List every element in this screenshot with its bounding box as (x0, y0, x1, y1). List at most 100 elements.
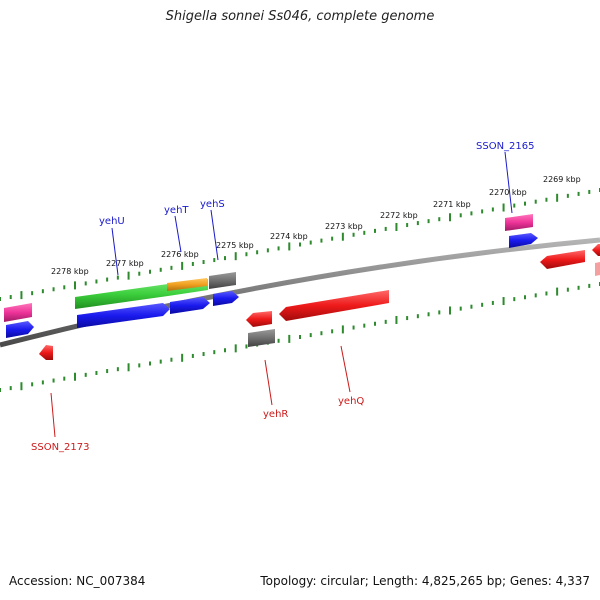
scale-top-major-tick (181, 261, 184, 270)
scale-top-major-tick (556, 193, 559, 202)
scale-label-2276: 2276 kbp (161, 250, 199, 259)
scale-bottom-minor-tick (84, 372, 87, 377)
feature-gray[interactable] (248, 329, 275, 347)
scale-top-minor-tick (406, 223, 409, 228)
scale-bottom-minor-tick (277, 338, 280, 343)
scale-top-minor-tick (95, 279, 98, 284)
scale-top-minor-tick (524, 201, 526, 206)
scale-top-minor-tick (416, 221, 419, 226)
scale-bottom-minor-tick (352, 325, 355, 330)
scale-top-minor-tick (577, 191, 580, 196)
scale-top-minor-tick (245, 252, 248, 257)
scale-bottom-major-tick (181, 353, 184, 362)
scale-top-minor-tick (491, 207, 494, 212)
scale-bottom-major-tick (341, 325, 344, 334)
feature-red[interactable] (246, 311, 272, 327)
scale-top-minor-tick (566, 193, 569, 198)
scale-top-minor-tick (545, 197, 548, 202)
scale-track-top (0, 188, 600, 301)
scale-top-minor-tick (481, 209, 484, 214)
gene-label-SSON_2173[interactable]: SSON_2173 (31, 442, 90, 453)
scale-top-minor-tick (0, 297, 1, 301)
scale-label-2272: 2272 kbp (380, 211, 418, 220)
feature-pink[interactable] (4, 303, 32, 322)
scale-top-minor-tick (159, 267, 162, 272)
scale-bottom-minor-tick (491, 300, 494, 305)
scale-top-minor-tick (363, 230, 366, 235)
scale-bottom-minor-tick (224, 348, 226, 353)
gene-label-yehT[interactable]: yehT (164, 205, 189, 216)
scale-top-major-tick (502, 203, 505, 212)
scale-bottom-minor-tick (384, 319, 387, 324)
scale-bottom-minor-tick (191, 353, 194, 358)
scale-top-minor-tick (31, 291, 34, 296)
feature-red-faded[interactable] (595, 262, 600, 276)
scale-bottom-minor-tick (31, 382, 34, 387)
genome-summary: Topology: circular; Length: 4,825,265 bp… (260, 574, 590, 588)
feature-red[interactable] (279, 290, 389, 321)
scale-top-major-tick (74, 281, 76, 290)
scale-bottom-minor-tick (524, 295, 526, 300)
feature-gray[interactable] (209, 272, 236, 289)
feature-blue[interactable] (170, 297, 210, 314)
gene-label-yehS[interactable]: yehS (200, 199, 225, 210)
scale-bottom-minor-tick (577, 285, 580, 290)
scale-top-minor-tick (459, 213, 462, 218)
scale-label-2274: 2274 kbp (270, 232, 308, 241)
accession-text: Accession: NC_007384 (9, 574, 146, 588)
scale-bottom-minor-tick (52, 378, 55, 383)
scale-top-minor-tick (427, 219, 430, 224)
scale-bottom-major-tick (127, 363, 130, 372)
scale-top-minor-tick (299, 242, 301, 247)
scale-top-minor-tick (277, 246, 280, 251)
scale-bottom-minor-tick (427, 312, 430, 317)
scale-top-major-tick (288, 242, 291, 251)
scale-top-minor-tick (266, 248, 269, 253)
scale-top-minor-tick (138, 271, 141, 276)
scale-bottom-minor-tick (588, 283, 591, 288)
scale-top-minor-tick (384, 226, 387, 231)
feature-red[interactable] (540, 250, 585, 269)
gene-label-yehU[interactable]: yehU (99, 216, 125, 227)
scale-bottom-minor-tick (95, 370, 98, 375)
gene-label-yehQ[interactable]: yehQ (338, 396, 364, 407)
feature-red[interactable] (592, 244, 600, 256)
scale-bottom-minor-tick (149, 361, 151, 366)
genome-backbone (0, 237, 600, 348)
scale-top-minor-tick (331, 236, 334, 241)
scale-bottom-minor-tick (545, 291, 548, 296)
scale-label-2270: 2270 kbp (489, 188, 527, 197)
scale-bottom-minor-tick (159, 359, 162, 364)
scale-label-2271: 2271 kbp (433, 200, 471, 209)
scale-top-minor-tick (438, 217, 441, 222)
scale-bottom-major-tick (74, 372, 76, 381)
scale-label-2277: 2277 kbp (106, 259, 144, 268)
scale-bottom-minor-tick (374, 321, 376, 326)
feature-blue[interactable] (213, 291, 239, 306)
scale-top-minor-tick (170, 265, 173, 270)
scale-bottom-minor-tick (9, 386, 12, 391)
scale-bottom-minor-tick (459, 306, 462, 311)
scale-bottom-minor-tick (438, 310, 441, 315)
feature-pink[interactable] (505, 214, 533, 231)
gene-label-yehR[interactable]: yehR (263, 409, 288, 420)
scale-bottom-minor-tick (170, 357, 173, 362)
scale-bottom-minor-tick (138, 363, 141, 368)
scale-top-minor-tick (84, 281, 87, 286)
scale-top-major-tick (234, 252, 237, 261)
scale-top-minor-tick (52, 287, 55, 292)
scale-bottom-major-tick (502, 297, 505, 306)
feature-red[interactable] (39, 345, 53, 360)
scale-bottom-minor-tick (299, 335, 301, 339)
feature-blue[interactable] (6, 321, 34, 338)
scale-top-minor-tick (588, 189, 591, 194)
scale-top-major-tick (127, 271, 130, 280)
feature-blue[interactable] (77, 303, 170, 328)
gene-label-SSON_2165[interactable]: SSON_2165 (476, 141, 535, 152)
scale-top-minor-tick (309, 240, 312, 245)
scale-top-minor-tick (9, 295, 12, 300)
scale-bottom-minor-tick (416, 314, 419, 319)
feature-blue[interactable] (509, 233, 538, 248)
feature-orange[interactable] (167, 278, 207, 291)
